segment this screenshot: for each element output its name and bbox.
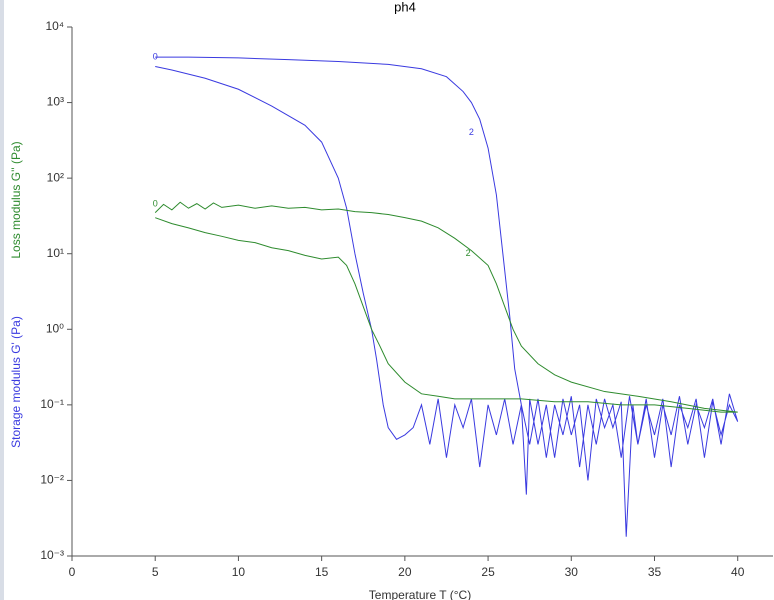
x-tick-label: 20 [398,565,412,579]
x-tick-label: 10 [232,565,246,579]
window-edge [0,0,4,600]
y-tick-label: 10⁰ [46,321,64,335]
x-tick-label: 15 [315,565,329,579]
annotation: 0 [153,199,158,209]
y-axis-label: Storage modulus G' (Pa) [9,316,23,448]
series-line [155,56,739,537]
x-axis-label: Temperature T (°C) [369,588,471,600]
x-tick-label: 0 [69,565,76,579]
y-tick-label: 10⁻¹ [40,397,64,411]
y-tick-label: 10² [47,170,64,184]
y-tick-label: 10¹ [47,246,64,260]
y-axis-label: Loss modulus G'' (Pa) [9,141,23,258]
chart-title: ph4 [394,0,416,14]
x-tick-label: 30 [565,565,579,579]
x-tick-label: 35 [648,565,662,579]
y-tick-label: 10³ [47,95,64,109]
x-tick-label: 5 [152,565,159,579]
annotation: 2 [466,248,471,258]
annotation: 2 [469,127,474,137]
y-tick-label: 10⁻³ [40,548,64,562]
annotation: 0 [153,51,158,61]
y-tick-label: 10⁻² [40,473,64,487]
series-line [154,201,738,413]
x-tick-label: 25 [481,565,495,579]
x-tick-label: 40 [731,565,745,579]
y-tick-label: 10⁴ [45,19,64,33]
